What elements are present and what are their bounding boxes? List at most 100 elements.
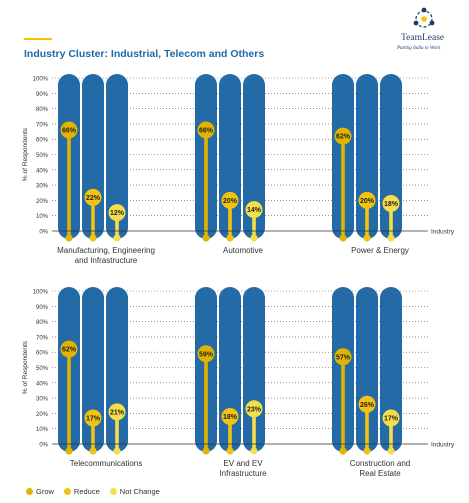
data-label-bubble (334, 348, 352, 366)
data-label: 18% (384, 201, 399, 208)
data-label: 18% (223, 414, 238, 421)
y-tick-label: 30% (36, 397, 49, 403)
bar-base-dot (89, 447, 97, 455)
category-label: Infrastructure (219, 469, 267, 478)
legend-swatch-reduce (63, 488, 71, 495)
bar-base-dot (202, 447, 210, 455)
bar-base-dot (89, 234, 97, 242)
data-label-bubble (60, 121, 78, 139)
page-title: Industry Cluster: Industrial, Telecom an… (24, 48, 265, 60)
y-tick-label: 50% (36, 153, 49, 159)
bar-background-pill (380, 287, 402, 452)
category-label: Manufacturing, Engineering (57, 246, 155, 255)
brand-name: TeamLease (401, 33, 445, 43)
data-label: 23% (247, 406, 262, 413)
y-axis-label: % of Respondents (22, 340, 29, 394)
data-label: 62% (336, 134, 351, 141)
y-tick-label: 80% (36, 107, 49, 113)
data-label-bubble (358, 395, 376, 413)
category-label: Real Estate (359, 469, 401, 478)
data-label-bubble (382, 409, 400, 427)
data-label-bubble (334, 127, 352, 145)
data-label: 66% (199, 128, 214, 135)
bar-base-dot (363, 447, 371, 455)
y-tick-label: 70% (36, 122, 49, 128)
data-label-bubble (221, 191, 239, 209)
bar-base-dot (339, 234, 347, 242)
legend-label-reduce: Reduce (73, 487, 100, 496)
category-label: Telecommunications (70, 459, 142, 468)
data-label-bubble (108, 204, 126, 222)
data-label: 17% (86, 416, 101, 423)
x-axis-label: Industry (431, 229, 455, 236)
category-label: Automotive (223, 246, 264, 255)
data-label-bubble (60, 340, 78, 358)
brand-logo: TeamLease Putting India to Work (397, 6, 455, 56)
data-label-bubble (197, 345, 215, 363)
category-label: Construction and (350, 459, 410, 468)
data-label-bubble (197, 121, 215, 139)
data-label-bubble (245, 400, 263, 418)
bar-base-dot (113, 234, 121, 242)
category-label: Power & Energy (351, 246, 409, 255)
legend-label-not-change: Not Change (119, 487, 160, 496)
y-tick-label: 50% (36, 366, 49, 372)
data-label-bubble (382, 194, 400, 212)
y-tick-label: 0% (39, 443, 48, 449)
bar-base-dot (250, 447, 258, 455)
legend-swatch-grow (26, 488, 33, 495)
y-tick-label: 40% (36, 381, 49, 387)
y-tick-label: 60% (36, 138, 49, 144)
y-tick-label: 90% (36, 92, 49, 98)
bar-base-dot (387, 447, 395, 455)
brand-tagline: Putting India to Work (397, 46, 441, 51)
bar-base-dot (65, 234, 73, 242)
data-label-bubble (84, 188, 102, 206)
data-label: 26% (360, 402, 375, 409)
y-tick-label: 60% (36, 351, 49, 357)
y-tick-label: 10% (36, 214, 49, 220)
y-tick-label: 10% (36, 427, 49, 433)
data-label: 66% (62, 128, 77, 135)
bar-background-pill (356, 287, 378, 452)
y-axis-label: % of Respondents (22, 127, 29, 181)
bar-base-dot (363, 234, 371, 242)
data-label-bubble (84, 409, 102, 427)
data-label: 62% (62, 347, 77, 354)
data-label-bubble (358, 191, 376, 209)
chart-legend: Grow Reduce Not Change (26, 487, 160, 496)
category-label: EV and EV (223, 459, 263, 468)
bar-background-pill (106, 74, 128, 239)
bar-base-dot (113, 447, 121, 455)
data-label: 20% (360, 198, 375, 205)
x-axis-label: Industry (431, 442, 455, 449)
bar-base-dot (226, 234, 234, 242)
data-label-bubble (221, 407, 239, 425)
y-tick-label: 30% (36, 184, 49, 190)
y-tick-label: 20% (36, 199, 49, 205)
data-label: 21% (110, 409, 125, 416)
data-label: 14% (247, 207, 262, 214)
bar-background-pill (82, 287, 104, 452)
data-label: 22% (86, 195, 101, 202)
teamlease-logo-icon (413, 7, 435, 28)
y-tick-label: 20% (36, 412, 49, 418)
data-label: 59% (199, 351, 214, 358)
y-tick-label: 100% (33, 77, 49, 83)
bar-base-dot (226, 447, 234, 455)
data-label: 20% (223, 198, 238, 205)
title-accent-line (24, 38, 52, 40)
data-label-bubble (245, 201, 263, 219)
data-label-bubble (108, 403, 126, 421)
legend-item-not-change: Not Change (109, 487, 160, 496)
data-label: 57% (336, 354, 351, 361)
data-label: 17% (384, 416, 399, 423)
legend-swatch-not-change (109, 488, 117, 495)
bar-background-pill (243, 74, 265, 239)
bar-base-dot (339, 447, 347, 455)
bar-base-dot (65, 447, 73, 455)
legend-item-grow: Grow (26, 487, 54, 496)
data-label: 12% (110, 210, 125, 217)
legend-item-reduce: Reduce (63, 487, 100, 496)
